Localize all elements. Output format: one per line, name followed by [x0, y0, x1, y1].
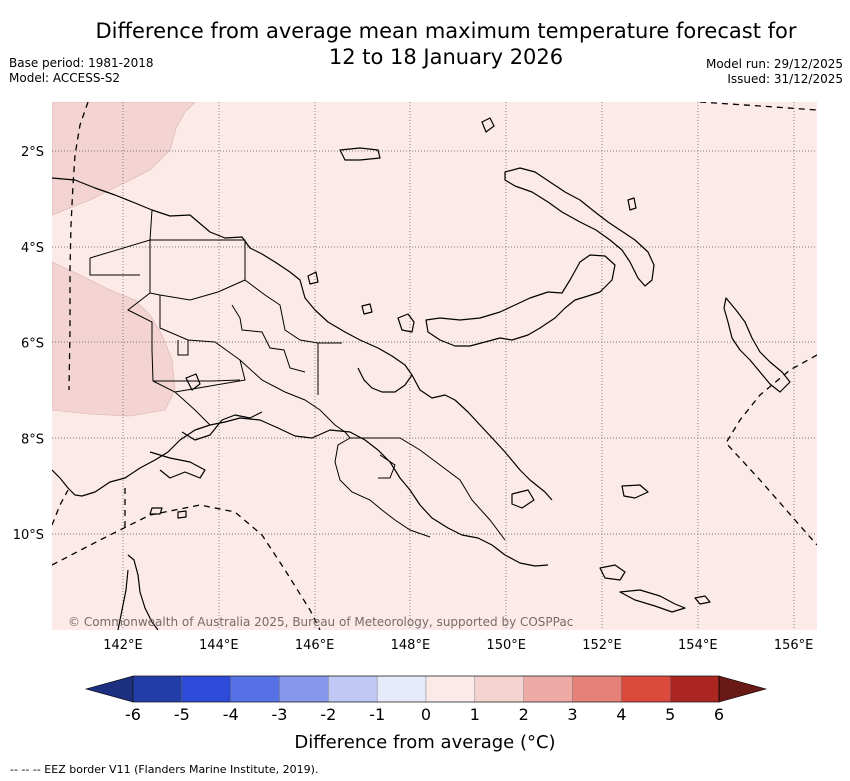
lon-label: 142°E	[103, 638, 143, 653]
colorbar-tick-label: 4	[616, 705, 626, 724]
title-line-1: Difference from average mean maximum tem…	[95, 19, 797, 43]
lat-label: 10°S	[13, 528, 44, 543]
colorbar-tick-label: 6	[714, 705, 724, 724]
colorbar-label: Difference from average (°C)	[294, 732, 556, 753]
colorbar: -6 -5 -4 -3 -2 -1 0 1 2 3 4 5 6	[84, 675, 768, 724]
colorbar-tick-label: 3	[567, 705, 577, 724]
colorbar-swatch	[376, 675, 427, 703]
colorbar-swatch	[328, 675, 378, 703]
title-line-2: 12 to 18 January 2026	[328, 45, 564, 69]
lat-label: 8°S	[21, 432, 44, 447]
lon-label: 156°E	[774, 638, 814, 653]
colorbar-swatch	[621, 675, 671, 703]
colorbar-under-arrow	[84, 675, 134, 703]
meta-right: Model run: 29/12/2025 Issued: 31/12/2025	[706, 57, 843, 87]
colorbar-swatch	[474, 675, 524, 703]
lon-label: 154°E	[678, 638, 718, 653]
colorbar-tick-label: 1	[470, 705, 480, 724]
lat-label: 2°S	[21, 145, 44, 160]
graticule	[52, 102, 817, 630]
colorbar-swatch	[523, 675, 573, 703]
colorbar-tick-label: 2	[519, 705, 529, 724]
model-name: Model: ACCESS-S2	[9, 71, 121, 85]
colorbar-swatch	[181, 675, 231, 703]
lat-label: 4°S	[21, 241, 44, 256]
colorbar-tick-label: -5	[174, 705, 190, 724]
colorbar-tick-label: -1	[369, 705, 385, 724]
lon-label: 144°E	[199, 638, 239, 653]
model-run: Model run: 29/12/2025	[705, 57, 843, 71]
colorbar-over-arrow	[718, 675, 768, 703]
lon-label: 152°E	[582, 638, 622, 653]
province-boundaries	[89, 209, 506, 541]
colorbar-tick-label: -2	[320, 705, 336, 724]
colorbar-tick-label: -6	[125, 705, 141, 724]
lon-label: 150°E	[486, 638, 526, 653]
base-period: Base period: 1981-2018	[9, 56, 154, 70]
anomaly-patch-west	[52, 261, 176, 417]
coastlines	[52, 117, 791, 630]
colorbar-swatch	[572, 675, 622, 703]
lat-label: 6°S	[21, 337, 44, 352]
colorbar-swatch	[230, 675, 280, 703]
colorbar-swatch	[425, 675, 476, 703]
lon-label: 148°E	[391, 638, 431, 653]
colorbar-swatch	[669, 675, 720, 703]
meta-left: Base period: 1981-2018 Model: ACCESS-S2	[9, 56, 154, 86]
colorbar-tick-label: 0	[421, 705, 431, 724]
issued-date: Issued: 31/12/2025	[727, 72, 843, 86]
colorbar-swatch	[132, 675, 183, 703]
latitude-labels: 2°S 4°S 6°S 8°S 10°S	[13, 145, 44, 543]
colorbar-tick-label: -4	[223, 705, 239, 724]
colorbar-swatch	[279, 675, 329, 703]
longitude-labels: 142°E 144°E 146°E 148°E 150°E 152°E 154°E 156°E	[103, 638, 813, 653]
eez-borders	[52, 102, 817, 630]
eez-footnote: -- -- -- EEZ border V11 (Flanders Marine…	[10, 763, 319, 776]
map-background	[52, 102, 817, 630]
chart-title: Difference from average mean maximum tem…	[90, 18, 802, 70]
colorbar-outline	[132, 675, 720, 703]
copyright-text: © Commonwealth of Australia 2025, Bureau…	[68, 615, 573, 629]
colorbar-tick-label: 5	[665, 705, 675, 724]
colorbar-tick-label: -3	[272, 705, 288, 724]
lon-label: 146°E	[295, 638, 335, 653]
anomaly-patch-north	[52, 102, 196, 216]
